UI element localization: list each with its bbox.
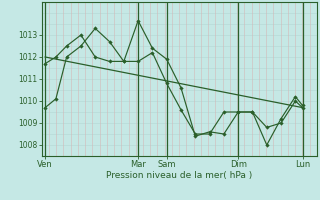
X-axis label: Pression niveau de la mer( hPa ): Pression niveau de la mer( hPa ) [106, 171, 252, 180]
